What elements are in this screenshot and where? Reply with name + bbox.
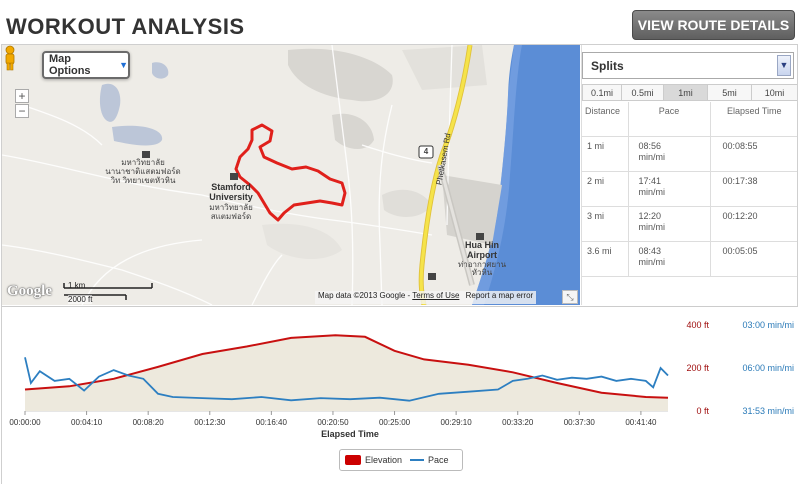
pace-value: 17:41 — [638, 175, 662, 186]
x-tick-label: 00:12:30 — [194, 418, 226, 427]
terms-of-use-link[interactable]: Terms of Use — [412, 291, 460, 300]
legend-pace-swatch — [410, 459, 425, 461]
table-header-row: Distance Pace Elapsed Time — [582, 102, 797, 137]
table-row: 1 mi 08:56 min/mi 00:08:55 — [582, 136, 797, 172]
legend-pace-label[interactable]: Pace — [428, 455, 449, 465]
workout-route — [234, 123, 347, 222]
right-axis-tick-label: 03:00 min/mi — [742, 320, 794, 330]
tab-0.5mi[interactable]: 0.5mi — [622, 84, 664, 101]
route-number-label: 4 — [423, 147, 429, 156]
tab-5mi[interactable]: 5mi — [708, 84, 752, 101]
cell-elapsed: 00:05:05 — [710, 241, 797, 277]
airport-label-1: Hua Hin — [464, 240, 499, 250]
pace-unit: min/mi — [638, 186, 666, 197]
x-tick-label: 00:29:10 — [441, 418, 473, 427]
x-tick-label: 00:04:10 — [71, 418, 103, 427]
campus-label-th3: วิท วิทยาเขตหัวหิน — [110, 176, 176, 185]
elevation-area — [25, 335, 668, 411]
stamford-label-th1: มหาวิทยาลัย — [209, 203, 253, 212]
cell-distance: 2 mi — [582, 171, 629, 207]
cell-elapsed: 00:08:55 — [710, 136, 797, 172]
pace-value: 08:56 — [638, 140, 662, 151]
stamford-label-th2: สแตมฟอร์ด — [210, 212, 252, 221]
map-attribution: Map data ©2013 Google - Terms of Use Rep… — [315, 291, 537, 304]
campus-label-th1: มหาวิทยาลัย — [121, 158, 165, 167]
splits-select[interactable]: Splits ▼ — [582, 52, 794, 79]
tab-10mi[interactable]: 10mi — [752, 84, 797, 101]
chevron-down-icon[interactable]: ▼ — [777, 55, 791, 76]
cell-distance: 3.6 mi — [582, 241, 629, 277]
attribution-text: Map data ©2013 Google - — [318, 291, 411, 300]
column-header-distance: Distance — [582, 102, 629, 137]
cell-distance: 1 mi — [582, 136, 629, 172]
pace-value: 12:20 — [638, 210, 662, 221]
pace-unit: min/mi — [638, 221, 666, 232]
x-tick-label: 00:25:00 — [379, 418, 411, 427]
column-header-elapsed: Elapsed Time — [710, 102, 797, 137]
x-tick-label: 00:20:50 — [317, 418, 349, 427]
x-tick-label: 00:08:20 — [133, 418, 165, 427]
legend-elevation-swatch — [345, 455, 361, 465]
elevation-line — [24, 334, 669, 399]
left-axis-tick-label: 0 ft — [696, 406, 709, 416]
caret-down-icon: ▼ — [119, 60, 128, 70]
right-axis-tick-label: 31:53 min/mi — [742, 406, 794, 416]
split-interval-tabs: 0.1mi 0.5mi 1mi 5mi 10mi — [582, 84, 797, 101]
table-row: 3.6 mi 08:43 min/mi 00:05:05 — [582, 241, 797, 277]
airport-label-th2: หัวหิน — [471, 268, 493, 277]
left-axis-tick-label: 400 ft — [686, 320, 709, 330]
tab-1mi[interactable]: 1mi — [664, 84, 708, 101]
street-view-pegman-icon[interactable] — [2, 45, 18, 71]
map-options-label: Map Options — [49, 53, 91, 77]
chart-canvas: 00:00:00 00:04:10 00:08:20 00:12:30 00:16:40… — [9, 320, 794, 439]
pace-unit: min/mi — [638, 256, 666, 267]
x-tick-label: 00:00:00 — [9, 418, 41, 427]
expand-map-icon[interactable]: ⤡ — [562, 290, 578, 304]
google-logo: Google — [7, 283, 52, 299]
x-axis-label: Elapsed Time — [321, 429, 379, 439]
scale-km: 1 km — [68, 281, 86, 290]
x-tick-label: 00:33:20 — [502, 418, 534, 427]
table-row: 2 mi 17:41 min/mi 00:17:38 — [582, 171, 797, 207]
x-tick-label: 00:16:40 — [256, 418, 288, 427]
x-tick-label: 00:41:40 — [625, 418, 657, 427]
map-canvas — [2, 45, 580, 305]
x-tick-label: 00:37:30 — [564, 418, 596, 427]
tab-0.1mi[interactable]: 0.1mi — [582, 84, 622, 101]
splits-table: Distance Pace Elapsed Time 1 mi 08:56 min… — [582, 102, 797, 277]
pace-value: 08:43 — [638, 245, 662, 256]
right-axis-tick-label: 06:00 min/mi — [742, 363, 794, 373]
airport-label-th1: ท่าอากาศยาน — [457, 260, 507, 269]
pace-line — [24, 357, 669, 402]
cell-elapsed: 00:12:20 — [710, 206, 797, 242]
legend-elevation-label[interactable]: Elevation — [365, 455, 403, 465]
scale-ft: 2000 ft — [68, 295, 93, 304]
splits-panel: Splits ▼ 0.1mi 0.5mi 1mi 5mi 10mi Distan… — [581, 45, 797, 305]
report-map-error-link[interactable]: Report a map error — [465, 291, 534, 300]
view-route-details-button[interactable]: VIEW ROUTE DETAILS — [632, 10, 795, 40]
map-options-button[interactable]: Map Options ▼ — [42, 51, 130, 79]
airport-label-2: Airport — [467, 250, 497, 260]
campus-label-th2: นานาชาติแสตมฟอร์ด — [105, 167, 181, 176]
chart-legend: Elevation Pace — [339, 449, 463, 471]
table-row: 3 mi 12:20 min/mi 00:12:20 — [582, 206, 797, 242]
pace-unit: min/mi — [638, 151, 666, 162]
splits-select-value: Splits — [591, 58, 624, 73]
page-title: WORKOUT ANALYSIS — [6, 14, 245, 39]
zoom-out-button[interactable]: − — [15, 104, 29, 118]
column-header-pace: Pace — [628, 102, 711, 137]
cell-elapsed: 00:17:38 — [710, 171, 797, 207]
zoom-in-button[interactable]: + — [15, 89, 29, 103]
left-axis-tick-label: 200 ft — [686, 363, 709, 373]
cell-pace: 08:56 min/mi — [628, 136, 711, 172]
cell-distance: 3 mi — [582, 206, 629, 242]
route-map[interactable]: 4 Phetkasem Rd Stamford University มหาวิ… — [2, 45, 580, 305]
cell-pace: 08:43 min/mi — [628, 241, 711, 277]
cell-pace: 17:41 min/mi — [628, 171, 711, 207]
cell-pace: 12:20 min/mi — [628, 206, 711, 242]
stamford-label-1: Stamford — [211, 182, 251, 192]
stamford-label-2: University — [209, 192, 253, 202]
